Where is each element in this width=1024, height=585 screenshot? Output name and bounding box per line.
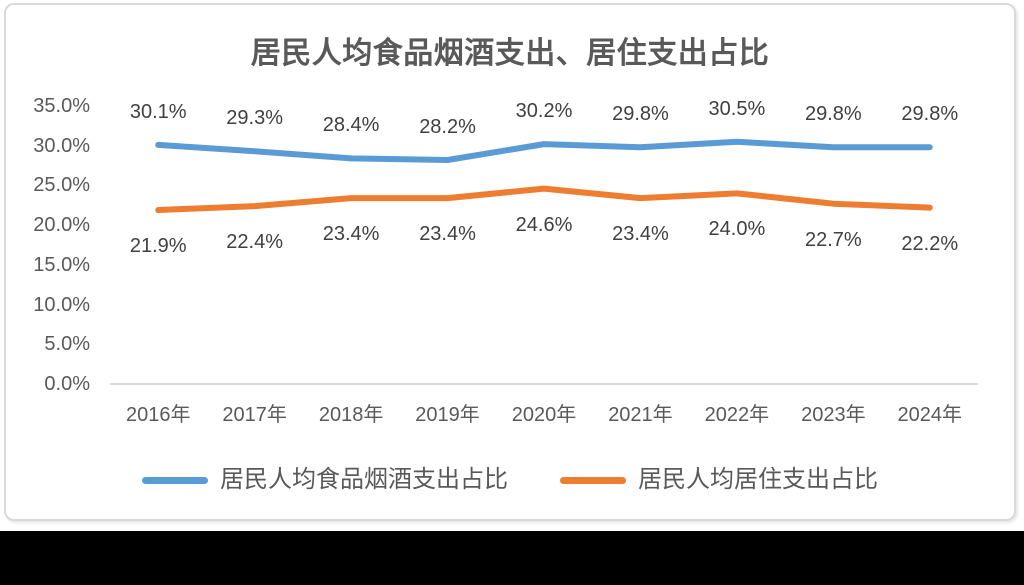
data-label: 22.2%	[901, 232, 959, 255]
legend-label: 居民人均居住支出占比	[638, 466, 878, 493]
data-label: 24.0%	[708, 218, 766, 241]
chart-legend: 居民人均食品烟酒支出占比 居民人均居住支出占比	[4, 464, 1016, 496]
letterbox-bar	[0, 531, 1024, 585]
x-category-label: 2019年	[415, 404, 480, 426]
y-tick-label: 20.0%	[33, 214, 90, 237]
legend-swatch	[142, 476, 208, 484]
legend-label: 居民人均食品烟酒支出占比	[220, 466, 508, 493]
data-label: 29.8%	[804, 103, 862, 126]
chart-title: 居民人均食品烟酒支出、居住支出占比	[250, 37, 770, 70]
data-label: 22.4%	[226, 231, 284, 254]
data-label: 23.4%	[419, 223, 476, 246]
x-category-label: 2021年	[608, 404, 673, 426]
data-label: 28.2%	[419, 116, 476, 138]
chart-frame	[4, 3, 1016, 521]
data-label: 29.8%	[612, 103, 669, 126]
data-label: 22.7%	[804, 228, 862, 251]
y-tick-label: 30.0%	[33, 134, 90, 157]
y-tick-label: 15.0%	[33, 253, 90, 276]
data-label: 29.8%	[901, 103, 959, 126]
x-category-label: 2016年	[125, 404, 191, 426]
data-label: 30.5%	[708, 97, 766, 120]
y-tick-label: 35.0%	[33, 95, 90, 117]
x-category-label: 2022年	[704, 404, 770, 426]
data-label: 23.4%	[612, 223, 669, 246]
data-label: 30.1%	[129, 100, 187, 123]
y-tick-label: 5.0%	[44, 333, 90, 356]
data-label: 28.4%	[322, 114, 380, 137]
y-tick-label: 10.0%	[33, 293, 90, 316]
legend-item: 居民人均居住支出占比	[560, 465, 878, 495]
x-category-label: 2018年	[318, 404, 384, 426]
legend-item: 居民人均食品烟酒支出占比	[142, 465, 508, 495]
y-tick-label: 25.0%	[33, 174, 90, 197]
data-label: 30.2%	[515, 100, 573, 123]
data-label: 23.4%	[322, 223, 380, 246]
x-category-label: 2024年	[897, 404, 963, 426]
x-category-label: 2023年	[801, 404, 866, 426]
data-label: 24.6%	[515, 213, 573, 236]
legend-swatch	[560, 476, 626, 484]
data-label: 29.3%	[226, 107, 284, 130]
data-label: 21.9%	[129, 235, 187, 258]
x-category-label: 2020年	[511, 404, 577, 426]
x-category-label: 2017年	[222, 404, 287, 426]
y-tick-label: 0.0%	[44, 373, 90, 395]
